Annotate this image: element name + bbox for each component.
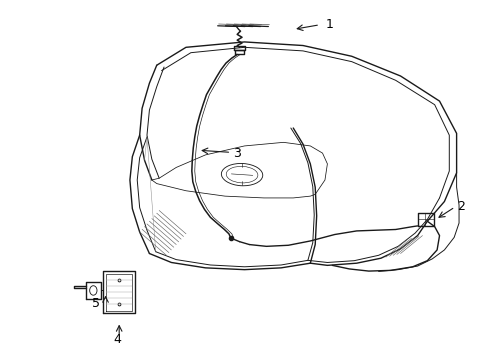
Text: 4: 4 [114,333,122,346]
Text: 3: 3 [233,147,241,159]
Text: 5: 5 [92,297,100,310]
Text: 1: 1 [325,18,333,31]
Text: 2: 2 [457,201,465,213]
